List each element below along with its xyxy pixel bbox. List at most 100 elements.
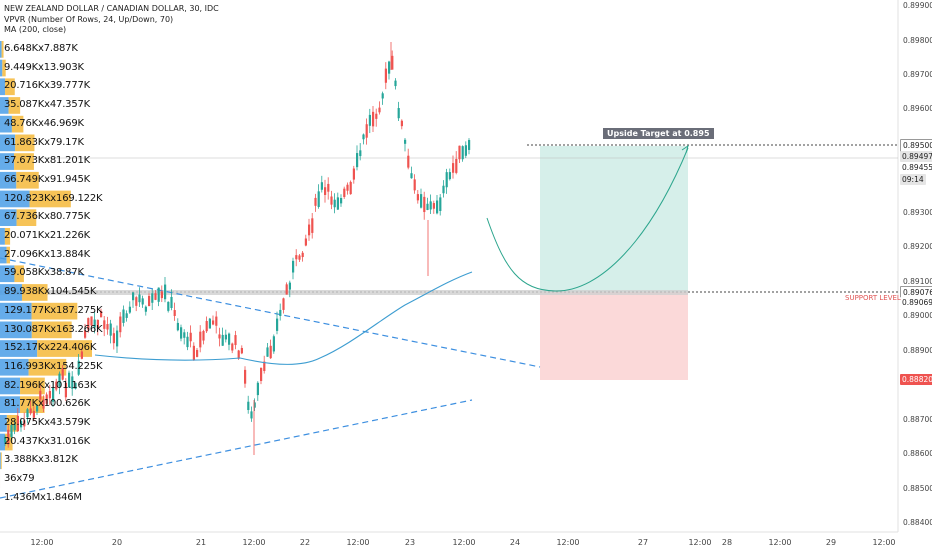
candle-body <box>452 163 455 173</box>
candle-body <box>263 361 266 372</box>
vp-bar-down <box>0 452 2 470</box>
candle-body <box>160 291 163 299</box>
time-tick: 12:00 <box>30 538 54 547</box>
candle-body <box>215 316 218 326</box>
vp-bar-up <box>0 78 6 96</box>
price-tick: 0.89800 <box>903 36 932 45</box>
vp-bar-up <box>0 358 29 376</box>
candle-body <box>58 373 61 387</box>
time-tick: 28 <box>721 538 733 547</box>
indicator-ma[interactable]: MA (200, close) <box>4 25 67 34</box>
candle-body <box>196 349 199 357</box>
loss-zone <box>540 292 688 380</box>
candle-body <box>349 181 352 195</box>
candle-body <box>468 140 471 150</box>
time-tick: 29 <box>825 538 837 547</box>
vp-bar-down <box>5 78 15 96</box>
vp-row-label: 82.196Kx101.163K <box>4 379 97 391</box>
candle-body <box>224 334 227 340</box>
candle-body <box>80 351 83 359</box>
vp-row-label: 66.749Kx91.945K <box>4 173 91 185</box>
candle-body <box>378 107 381 113</box>
candle-body <box>52 387 55 402</box>
vp-row-label: 20.716Kx39.777K <box>4 80 91 92</box>
vp-bar-down <box>14 265 24 283</box>
candle-body <box>20 421 23 428</box>
vp-bar-down <box>19 396 45 413</box>
vp-bar-down <box>6 246 11 264</box>
candle-body <box>109 323 112 336</box>
symbol-title[interactable]: NEW ZEALAND DOLLAR / CANADIAN DOLLAR, 30… <box>4 4 219 13</box>
candle-body <box>340 198 343 204</box>
vp-row-label: 116.993Kx154.225K <box>4 360 103 372</box>
candle-body <box>96 319 99 329</box>
candle-body <box>87 318 90 330</box>
candle-body <box>420 194 423 208</box>
candle-body <box>400 120 403 127</box>
vp-row-label: 57.673Kx81.201K <box>4 155 91 167</box>
candle-body <box>100 311 103 318</box>
upside-target-label[interactable]: Upside Target at 0.895 <box>603 128 714 139</box>
price-tick: 0.89300 <box>903 208 932 217</box>
support-level-label[interactable]: SUPPORT LEVEL <box>845 294 901 302</box>
price-tick: 0.89900 <box>903 1 932 10</box>
candle-body <box>288 282 291 290</box>
price-tick: 0.89700 <box>903 70 932 79</box>
candle-body <box>39 390 42 400</box>
candle-body <box>106 324 109 330</box>
time-tick: 20 <box>111 538 123 547</box>
vp-row-label: 89.938Kx104.545K <box>4 286 97 298</box>
candle-body <box>256 382 259 396</box>
candle-body <box>343 188 346 197</box>
vp-row-label: 6.648Kx7.887K <box>4 43 78 54</box>
indicator-vpvr[interactable]: VPVR (Number Of Rows, 24, Up/Down, 70) <box>4 14 174 24</box>
candle-body <box>240 347 243 354</box>
candle-body <box>410 173 413 179</box>
candle-body <box>436 200 439 214</box>
vp-bar-down <box>4 228 11 245</box>
candle-body <box>157 287 160 302</box>
candle-body <box>253 402 256 408</box>
candle-body <box>365 124 368 138</box>
candle-body <box>231 343 234 351</box>
vp-bar-down <box>21 284 48 301</box>
candle-body <box>352 168 355 180</box>
candle-body <box>250 411 253 419</box>
candle-body <box>132 292 135 301</box>
candle-body <box>71 376 74 389</box>
candle-body <box>205 320 208 332</box>
price-tick: 0.88600 <box>903 449 932 458</box>
candle-body <box>202 330 205 341</box>
candle-body <box>260 367 263 381</box>
vp-bar-up <box>0 153 15 170</box>
candle-body <box>359 150 362 157</box>
vp-bar-down <box>11 115 24 133</box>
candle-body <box>356 153 359 168</box>
candle-body <box>170 296 173 309</box>
candle-body <box>375 113 378 119</box>
candle-body <box>218 334 221 339</box>
candle-body <box>10 425 13 437</box>
vp-row-label: 152.17Kx224.406K <box>4 342 97 354</box>
secondary-price-tag: 0.89455 <box>900 162 932 173</box>
candle-body <box>84 330 87 338</box>
candle-body <box>272 336 275 352</box>
vp-bar-up <box>0 171 17 189</box>
candle-body <box>183 332 186 338</box>
candle-body <box>445 172 448 188</box>
candle-body <box>269 345 272 359</box>
vp-bar-up <box>0 415 7 432</box>
vp-bar-down <box>16 171 39 189</box>
vp-row-label: 20.437Kx31.016K <box>4 435 91 447</box>
candle-body <box>61 368 64 380</box>
candle-body <box>455 158 458 173</box>
candle-body <box>151 293 154 303</box>
candle-body <box>116 330 119 347</box>
vp-bar-down <box>6 415 18 432</box>
time-tick: 23 <box>404 538 416 547</box>
lower-trendline <box>0 399 473 499</box>
candle-body <box>461 146 464 160</box>
vp-bar-down <box>37 340 92 357</box>
vp-bar-up <box>0 134 16 152</box>
